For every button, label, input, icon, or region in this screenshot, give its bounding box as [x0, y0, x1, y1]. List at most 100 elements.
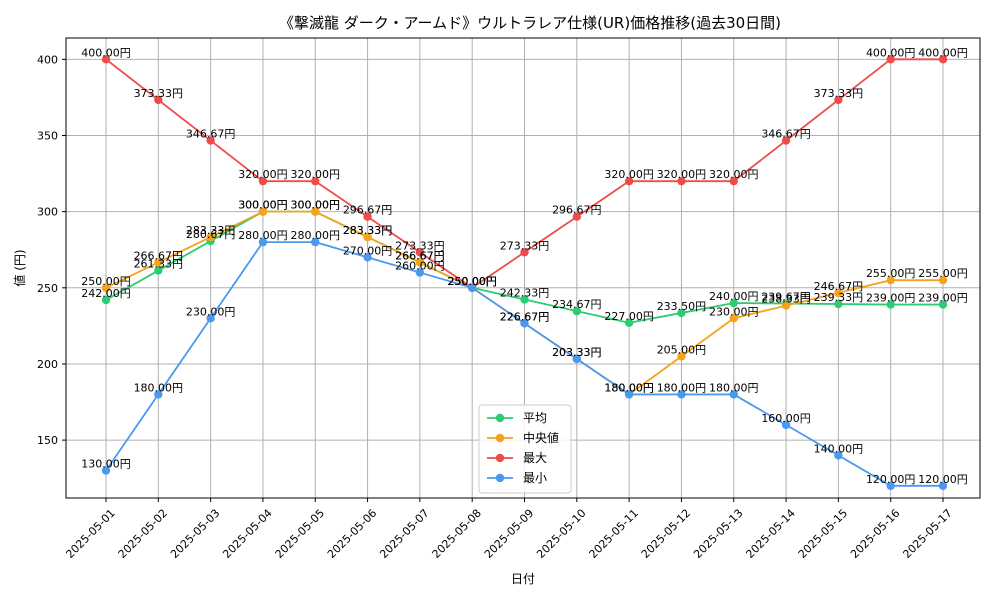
- data-label: 300.00円: [238, 199, 288, 212]
- x-tick-label: 2025-05-07: [377, 507, 431, 561]
- data-label: 160.00円: [761, 412, 811, 425]
- data-point: [572, 212, 582, 221]
- x-tick-label: 2025-05-14: [743, 507, 797, 561]
- data-label: 373.33円: [134, 87, 184, 100]
- data-point: [729, 298, 738, 308]
- data-label: 242.33円: [500, 286, 550, 299]
- data-label: 373.33円: [814, 87, 864, 100]
- data-point: [624, 176, 634, 186]
- data-point: [101, 466, 111, 475]
- data-label: 280.67円: [186, 228, 236, 241]
- legend-marker: [495, 413, 505, 423]
- data-point: [781, 420, 791, 430]
- data-point: [677, 176, 686, 186]
- chart-title: 《撃滅龍 ダーク・アームド》ウルトラレア仕様(UR)価格推移(過去30日間): [279, 14, 781, 32]
- x-tick-label: 2025-05-06: [325, 507, 379, 561]
- data-label: 233.50円: [657, 300, 707, 313]
- data-point: [624, 318, 634, 328]
- data-point: [258, 176, 268, 186]
- data-label: 140.00円: [814, 442, 864, 455]
- data-label: 234.67円: [552, 298, 602, 311]
- legend-marker: [495, 433, 505, 443]
- data-label: 400.00円: [866, 46, 916, 59]
- x-tick-label: 2025-05-10: [534, 507, 588, 561]
- data-label: 283.33円: [343, 224, 393, 237]
- data-point: [363, 212, 372, 221]
- legend-marker: [495, 453, 505, 463]
- data-point: [834, 288, 843, 298]
- x-tick-label: 2025-05-04: [220, 507, 274, 561]
- data-label: 400.00円: [81, 46, 131, 59]
- data-point: [677, 390, 686, 399]
- legend-marker: [495, 473, 505, 483]
- data-label: 320.00円: [238, 168, 288, 181]
- data-label: 250.00円: [447, 275, 497, 288]
- data-point: [101, 283, 111, 293]
- data-label: 180.00円: [604, 381, 654, 394]
- data-label: 346.67円: [186, 128, 236, 141]
- x-tick-label: 2025-05-12: [639, 507, 693, 561]
- x-tick-label: 2025-05-02: [116, 507, 170, 561]
- data-point: [363, 253, 372, 262]
- data-label: 130.00円: [81, 458, 131, 471]
- data-point: [572, 354, 582, 364]
- data-point: [781, 136, 791, 145]
- data-label: 242.00円: [81, 287, 131, 300]
- data-point: [624, 390, 634, 399]
- data-label: 226.67円: [500, 310, 550, 323]
- data-label: 120.00円: [866, 473, 916, 486]
- x-tick-label: 2025-05-17: [900, 507, 954, 561]
- y-tick-label: 300: [37, 206, 58, 219]
- data-label: 230.00円: [709, 305, 759, 318]
- data-point: [154, 390, 163, 399]
- plot-frame: [65, 37, 981, 499]
- data-label: 180.00円: [657, 381, 707, 394]
- y-tick-label: 350: [37, 129, 58, 142]
- data-point: [938, 275, 948, 285]
- data-point: [206, 136, 215, 145]
- data-point: [886, 55, 895, 64]
- data-label: 203.33円: [552, 346, 602, 359]
- data-label: 266.67円: [395, 249, 445, 262]
- data-label: 280.00円: [291, 229, 341, 242]
- data-label: 261.33円: [134, 258, 184, 271]
- data-point: [886, 275, 895, 285]
- data-point: [206, 314, 215, 323]
- data-label: 273.33円: [500, 239, 550, 252]
- data-point: [729, 314, 738, 323]
- data-point: [886, 300, 895, 309]
- x-tick-label: 2025-05-01: [63, 507, 117, 561]
- x-tick-label: 2025-05-15: [796, 507, 850, 561]
- data-point: [520, 319, 529, 328]
- x-tick-label: 2025-05-08: [430, 507, 484, 561]
- data-label: 250.00円: [447, 275, 497, 288]
- data-label: 346.67円: [761, 128, 811, 141]
- data-label: 230.00円: [186, 305, 236, 318]
- data-label: 273.33円: [395, 239, 445, 252]
- data-point: [938, 300, 948, 309]
- data-label: 255.00円: [918, 267, 968, 280]
- data-label: 400.00円: [918, 46, 968, 59]
- data-label: 226.67円: [500, 310, 550, 323]
- data-label: 239.00円: [866, 292, 916, 305]
- data-label: 300.00円: [291, 199, 341, 212]
- x-tick-label: 2025-05-13: [691, 507, 745, 561]
- y-tick-label: 200: [37, 358, 58, 371]
- y-tick-label: 250: [37, 282, 58, 295]
- data-point: [363, 232, 372, 242]
- data-point: [258, 237, 268, 247]
- data-point: [311, 207, 320, 216]
- data-label: 300.00円: [291, 199, 341, 212]
- data-label: 120.00円: [918, 473, 968, 486]
- data-point: [467, 283, 477, 293]
- y-axis-label: 値 (円): [12, 249, 27, 286]
- data-point: [677, 352, 686, 361]
- data-point: [520, 295, 529, 304]
- data-label: 180.00円: [604, 381, 654, 394]
- data-label: 283.33円: [186, 224, 236, 237]
- data-label: 240.00円: [709, 290, 759, 303]
- data-label: 320.00円: [291, 168, 341, 181]
- x-tick-label: 2025-05-16: [848, 507, 902, 561]
